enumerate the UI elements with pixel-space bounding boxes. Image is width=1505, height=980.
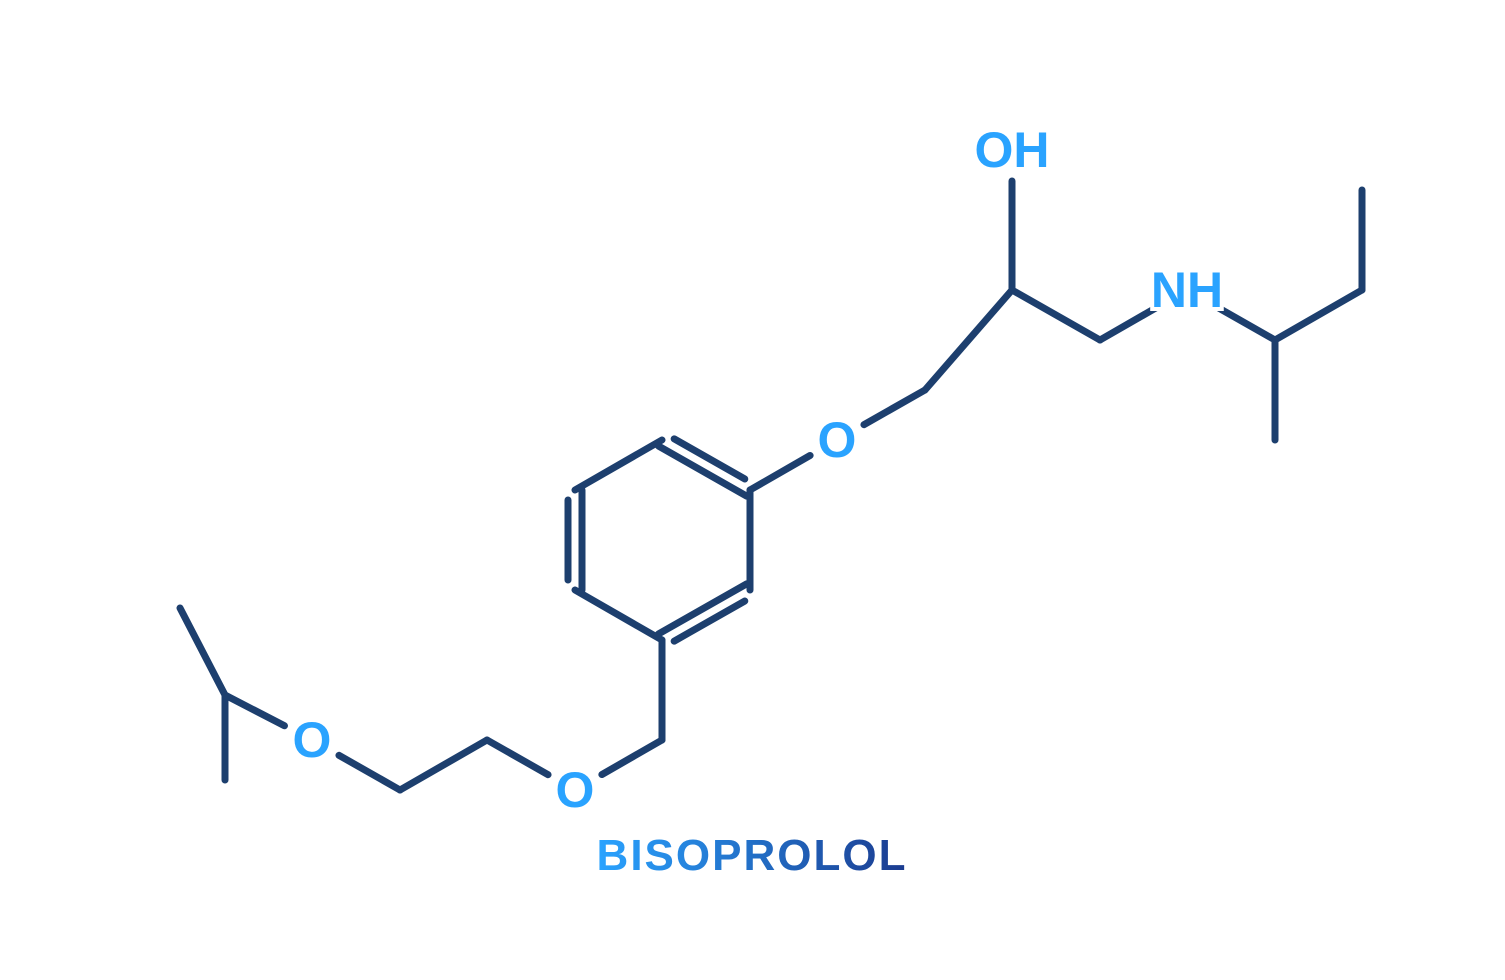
atom-label-o: O (556, 762, 595, 818)
atom-label-nh: NH (1151, 262, 1223, 318)
atom-label-o: O (818, 412, 857, 468)
atom-label-oh: OH (975, 122, 1050, 178)
molecule-diagram: O O O OH NH BISOPROLOL (0, 0, 1505, 980)
molecule-name: BISOPROLOL (597, 831, 908, 880)
atom-labels: O O O OH NH (293, 122, 1224, 818)
atom-label-o: O (293, 712, 332, 768)
